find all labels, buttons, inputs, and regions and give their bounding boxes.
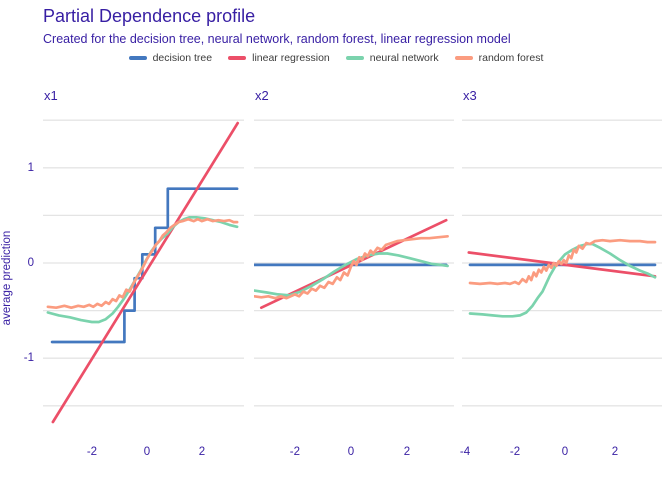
x-tick-label: 2	[198, 446, 206, 458]
series-random-forest	[254, 234, 449, 300]
x-tick-label: 2	[403, 446, 411, 458]
x-tick-label: 0	[347, 446, 355, 458]
x-tick-label: -2	[289, 446, 300, 458]
x-tick-label: -2	[86, 446, 98, 458]
legend-item-random-forest: random forest	[454, 52, 544, 64]
y-tick-label: -1	[23, 352, 34, 365]
series-random-forest	[468, 238, 657, 286]
legend-label: random forest	[478, 52, 544, 64]
legend-swatch-icon	[345, 56, 364, 60]
panel-plot-x3	[462, 119, 662, 407]
legend-label: linear regression	[252, 52, 330, 64]
legend-swatch-icon	[228, 56, 247, 60]
y-tick-label: 1	[27, 161, 34, 174]
legend-swatch-icon	[454, 56, 473, 60]
x-tick-label: 0	[561, 446, 569, 458]
legend-item-neural-network: neural network	[345, 52, 439, 64]
series-random-forest	[46, 217, 239, 310]
chart-subtitle: Created for the decision tree, neural ne…	[43, 32, 511, 46]
panel-plot-x2	[254, 119, 454, 407]
facet-label-x2: x2	[255, 88, 269, 103]
x-tick-label: -2	[509, 446, 521, 458]
legend-swatch-icon	[128, 56, 147, 60]
series-neural-network	[254, 252, 449, 297]
legend-label: decision tree	[152, 52, 213, 64]
y-tick-label: 0	[27, 257, 34, 269]
facet-label-x1: x1	[44, 88, 58, 103]
panel-plot-x1	[43, 119, 244, 424]
series-neural-network	[468, 242, 657, 318]
x-tick-label: 2	[611, 446, 619, 458]
x-tick-label: 0	[143, 446, 151, 458]
legend-item-decision-tree: decision tree	[128, 52, 213, 64]
legend-label: neural network	[369, 52, 439, 64]
legend: decision tree linear regression neural net…	[0, 52, 672, 64]
legend-item-linear-regression: linear regression	[228, 52, 330, 64]
x-tick-label: -4	[459, 446, 471, 458]
series-linear-regression	[51, 121, 240, 424]
y-axis-title: average prediction	[1, 230, 13, 326]
chart-title: Partial Dependence profile	[43, 6, 256, 26]
facet-label-x3: x3	[463, 88, 477, 103]
